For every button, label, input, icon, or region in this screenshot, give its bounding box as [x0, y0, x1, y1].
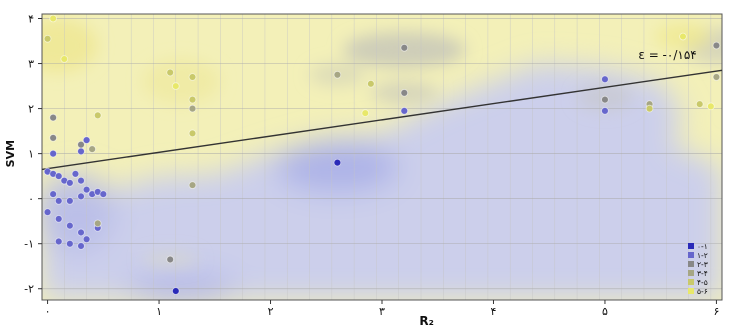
data-point-series-4 — [188, 73, 197, 81]
x-tick-label: ۲ — [268, 305, 274, 318]
data-point-series-1 — [54, 172, 63, 180]
data-point-series-1 — [400, 107, 409, 115]
data-point-series-0 — [333, 158, 342, 167]
data-point-series-1 — [77, 228, 85, 237]
decision-boundary-line — [41, 69, 723, 171]
data-point-series-1 — [49, 190, 57, 198]
data-point-series-4 — [367, 80, 375, 88]
data-point-series-5 — [171, 82, 180, 90]
legend-swatch — [688, 270, 694, 276]
y-tick-label: ۲ — [28, 103, 34, 116]
data-point-series-2 — [166, 255, 174, 264]
data-point-series-1 — [77, 192, 85, 201]
data-point-series-4 — [166, 68, 174, 77]
data-point-series-1 — [82, 185, 91, 194]
y-tick-label: -۱ — [24, 238, 34, 251]
data-point-series-3 — [88, 145, 96, 153]
data-point-series-1 — [66, 239, 74, 248]
data-point-series-4 — [93, 111, 102, 120]
data-point-series-1 — [77, 242, 85, 250]
x-tick-label: ۰ — [45, 305, 51, 318]
data-point-series-5 — [707, 102, 715, 111]
data-point-series-1 — [66, 197, 74, 205]
data-point-series-5 — [361, 109, 370, 117]
data-point-series-4 — [43, 34, 52, 43]
legend-label: ۳-۴ — [697, 269, 708, 278]
data-point-series-1 — [601, 107, 609, 115]
y-tick-label: ۰ — [28, 193, 34, 206]
legend: ۰-۱۱-۲۲-۳۳-۴۴-۵۵-۶ — [688, 242, 708, 296]
y-axis-label: SVM — [4, 140, 17, 167]
y-axis-ticks: -۲ -۱ ۰ ۱ ۲ ۳ ۴ — [24, 13, 42, 296]
data-point-series-2 — [49, 113, 57, 122]
data-point-series-4 — [645, 104, 654, 113]
x-tick-label: ۳ — [379, 305, 385, 318]
data-point-series-2 — [77, 140, 85, 149]
x-tick-label: ۵ — [602, 305, 608, 318]
x-tick-label: ۴ — [491, 305, 497, 318]
legend-label: ۱-۲ — [697, 251, 708, 260]
x-tick-label: ۶ — [713, 305, 719, 318]
legend-swatch — [688, 288, 694, 294]
data-point-series-1 — [66, 179, 74, 187]
data-point-series-2 — [712, 41, 721, 50]
data-points — [43, 14, 721, 295]
data-point-series-1 — [99, 190, 108, 198]
data-point-series-2 — [400, 43, 409, 52]
legend-label: ۰-۱ — [697, 242, 708, 251]
data-point-series-0 — [171, 287, 180, 295]
data-point-series-1 — [43, 208, 52, 216]
data-point-series-1 — [82, 136, 91, 144]
legend-label: ۵-۶ — [697, 287, 708, 296]
data-point-series-1 — [54, 237, 63, 246]
legend-swatch — [688, 279, 694, 285]
x-axis-ticks: ۰ ۱ ۲ ۳ ۴ ۵ ۶ — [45, 300, 719, 318]
data-point-series-5 — [60, 55, 69, 63]
low-value-core — [276, 142, 399, 192]
legend-swatch — [688, 252, 694, 258]
legend-label: ۲-۳ — [697, 260, 708, 269]
y-tick-label: -۲ — [24, 283, 34, 296]
data-point-series-1 — [54, 215, 63, 223]
data-point-series-3 — [93, 219, 102, 228]
data-point-series-1 — [54, 197, 63, 205]
data-point-series-1 — [77, 147, 85, 156]
data-point-series-2 — [49, 134, 57, 142]
data-point-series-2 — [601, 95, 609, 104]
x-tick-label: ۱ — [156, 305, 162, 318]
data-point-series-5 — [49, 14, 57, 23]
data-point-series-3 — [712, 73, 721, 81]
data-point-series-3 — [188, 104, 197, 113]
x-axis-label: R₂ — [419, 314, 434, 328]
legend-swatch — [688, 243, 694, 249]
data-point-series-5 — [679, 32, 687, 41]
data-point-series-4 — [695, 100, 704, 108]
data-point-series-1 — [71, 170, 80, 178]
data-point-series-1 — [601, 75, 609, 84]
plot-area — [42, 14, 722, 300]
legend-swatch — [688, 261, 694, 267]
y-tick-label: ۴ — [28, 13, 34, 26]
data-point-series-3 — [333, 71, 342, 79]
data-point-series-4 — [188, 95, 197, 104]
high-value-region — [142, 59, 221, 105]
boundary-line-label: ε = -۰/۱۵۴ — [638, 48, 696, 62]
data-point-series-1 — [66, 221, 74, 230]
data-point-series-2 — [400, 89, 409, 97]
data-point-series-1 — [77, 176, 85, 185]
high-value-region — [42, 18, 98, 73]
data-point-series-1 — [49, 149, 57, 158]
data-point-series-4 — [188, 129, 197, 138]
y-tick-label: ۱ — [28, 148, 34, 161]
y-tick-label: ۳ — [28, 58, 34, 71]
data-point-series-3 — [188, 181, 197, 189]
data-point-series-1 — [82, 235, 91, 243]
legend-label: ۴-۵ — [697, 278, 708, 287]
